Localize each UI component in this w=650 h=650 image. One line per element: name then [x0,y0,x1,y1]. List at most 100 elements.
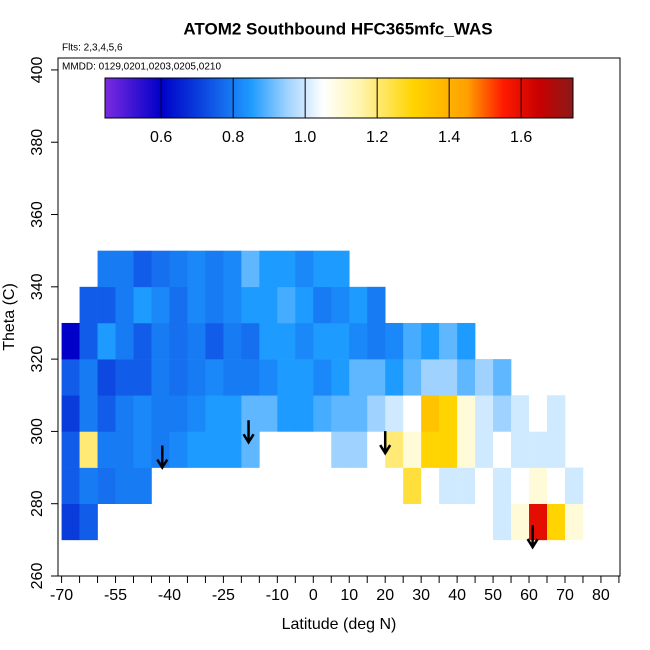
x-tick-label: -55 [104,587,127,604]
heatmap-cell [529,395,548,432]
heatmap-cell [331,322,350,360]
heatmap-cell [133,250,152,288]
heatmap-cell [313,322,332,360]
colorbar-tick-label: 1.2 [366,129,388,146]
heatmap-cell [133,286,152,324]
heatmap-cell [187,395,206,432]
chart-title: ATOM2 Southbound HFC365mfc_WAS [183,19,492,38]
heatmap-cell [61,503,80,541]
heatmap-cell [79,286,98,324]
heatmap-cell [313,395,332,432]
heatmap-cell [79,322,98,360]
heatmap-cell [331,395,350,432]
heatmap-cell [475,467,494,505]
heatmap-cell [133,359,152,396]
colorbar-tick-label: 1.6 [510,129,532,146]
heatmap-cell [79,503,98,541]
heatmap-cell [241,431,260,468]
heatmap-cell [277,395,296,432]
heatmap-cell [331,359,350,396]
heatmap-cell [493,395,512,432]
heatmap-cell [367,286,386,324]
heatmap-cell [439,431,458,468]
heatmap-cell [493,503,512,541]
heatmap-cell [169,322,188,360]
heatmap-cell [421,322,440,360]
x-tick-label: 0 [309,587,318,604]
colorbar [104,77,574,119]
heatmap-cell [385,359,404,396]
heatmap-cell [421,395,440,432]
heatmap-cell [61,431,80,468]
heatmap-cell [259,359,278,396]
heatmap-cell [169,286,188,324]
heatmap-cell [277,322,296,360]
arrow [379,431,392,456]
x-tick-label: -25 [212,587,235,604]
heatmap-cell [349,395,368,432]
heatmap-cell [97,322,116,360]
heatmap-cell [259,395,278,432]
heatmap-cell [79,467,98,505]
heatmap-cell [367,395,386,432]
heatmap-cell [223,322,242,360]
y-tick-label: 380 [29,129,46,156]
heatmap-cell [295,322,314,360]
heatmap-cell [205,250,224,288]
heatmap-cell [457,431,476,468]
heatmap-cell [97,250,116,288]
heatmap-cell [349,431,368,468]
heatmap-cell [313,286,332,324]
heatmap-cell [115,395,134,432]
heatmap-cell [367,322,386,360]
heatmap-cell [295,286,314,324]
y-tick-label: 280 [29,490,46,517]
heatmap-cell [385,395,404,432]
heatmap-cell [277,359,296,396]
heatmap-cell [475,431,494,468]
colorbar-tick-label: 1.0 [294,129,316,146]
heatmap-cell [349,359,368,396]
x-tick-label: -70 [50,587,73,604]
y-tick-label: 360 [29,201,46,228]
heatmap-cell [241,359,260,396]
arrow [156,445,169,470]
heatmap-cell [241,322,260,360]
heatmap-cell [259,322,278,360]
heatmap-cell [205,286,224,324]
y-axis-label: Theta (C) [1,283,18,351]
heatmap-cell [457,322,476,360]
heatmap-cell [295,395,314,432]
x-tick-label: 50 [484,587,502,604]
heatmap-cell [547,395,566,432]
x-tick-label: 80 [592,587,610,604]
heatmap-cell [133,322,152,360]
heatmap-cell [169,395,188,432]
y-tick-label: 340 [29,273,46,300]
heatmap-cell [475,503,494,541]
heatmap-cell [385,322,404,360]
x-tick-label: 30 [412,587,430,604]
heatmap-cell [151,359,170,396]
heatmap-cell [241,395,260,432]
heatmap-cell [313,250,332,288]
heatmap-cell [564,467,584,505]
heatmap-cell [223,431,242,468]
heatmap-cell [439,467,458,505]
heatmap-cell [331,431,350,468]
heatmap-cell [511,467,530,505]
heatmap-cell [79,431,98,468]
y-tick-label: 400 [29,56,46,83]
heatmap-cell [385,431,404,468]
heatmap-cell [151,286,170,324]
x-tick-label: 70 [556,587,574,604]
x-tick-label: 60 [520,587,538,604]
heatmap-cell [564,503,584,541]
heatmap-cell [259,250,278,288]
heatmap-cell [277,250,296,288]
heatmap-cell [97,395,116,432]
heatmap-cell [115,250,134,288]
heatmap-cell [457,467,476,505]
heatmap-cell [133,467,152,505]
heatmap-cell [133,431,152,468]
